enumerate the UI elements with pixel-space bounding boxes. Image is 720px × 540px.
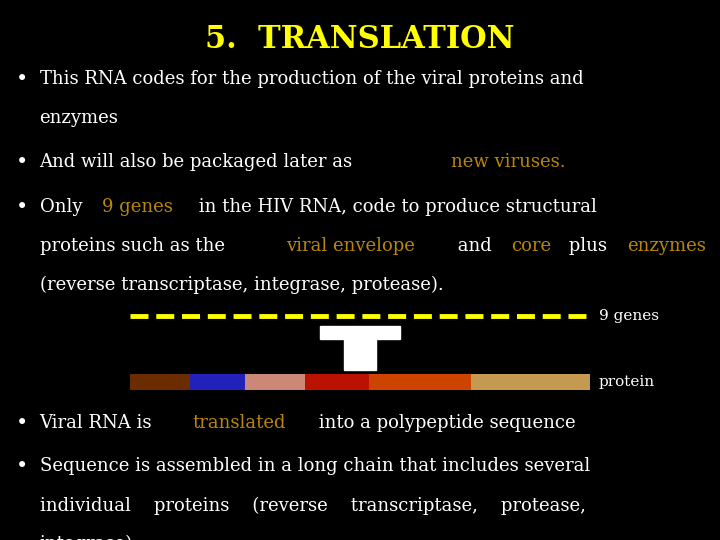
Polygon shape xyxy=(320,326,400,370)
Text: •: • xyxy=(16,70,28,89)
Text: and: and xyxy=(452,237,498,254)
Text: 9 genes: 9 genes xyxy=(102,198,173,215)
Text: Viral RNA is: Viral RNA is xyxy=(40,414,158,432)
Bar xyxy=(130,374,189,390)
Text: core: core xyxy=(510,237,551,254)
Text: proteins such as the: proteins such as the xyxy=(40,237,230,254)
Text: integrase).: integrase). xyxy=(40,535,138,540)
Text: into a polypeptide sequence: into a polypeptide sequence xyxy=(312,414,575,432)
Text: individual    proteins    (reverse    transcriptase,    protease,: individual proteins (reverse transcripta… xyxy=(40,496,585,515)
Text: •: • xyxy=(16,457,28,476)
Text: new viruses.: new viruses. xyxy=(451,153,566,171)
Text: This RNA codes for the production of the viral proteins and: This RNA codes for the production of the… xyxy=(40,70,583,88)
Text: 9 genes: 9 genes xyxy=(599,309,659,323)
Text: enzymes: enzymes xyxy=(40,109,119,127)
Text: translated: translated xyxy=(192,414,286,432)
Bar xyxy=(305,374,369,390)
Text: in the HIV RNA, code to produce structural: in the HIV RNA, code to produce structur… xyxy=(193,198,597,215)
Text: enzymes: enzymes xyxy=(626,237,706,254)
Text: plus: plus xyxy=(562,237,612,254)
Text: •: • xyxy=(16,153,28,172)
Text: And will also be packaged later as: And will also be packaged later as xyxy=(40,153,359,171)
Text: Only: Only xyxy=(40,198,88,215)
Bar xyxy=(189,374,245,390)
Text: viral envelope: viral envelope xyxy=(286,237,415,254)
Bar xyxy=(471,374,590,390)
Text: (reverse transcriptase, integrase, protease).: (reverse transcriptase, integrase, prote… xyxy=(40,275,444,294)
Bar xyxy=(369,374,471,390)
Text: •: • xyxy=(16,198,28,217)
Text: protein: protein xyxy=(599,375,655,389)
Text: Sequence is assembled in a long chain that includes several: Sequence is assembled in a long chain th… xyxy=(40,457,590,475)
Text: •: • xyxy=(16,414,28,433)
Text: 5.  TRANSLATION: 5. TRANSLATION xyxy=(205,24,515,55)
Bar xyxy=(245,374,305,390)
